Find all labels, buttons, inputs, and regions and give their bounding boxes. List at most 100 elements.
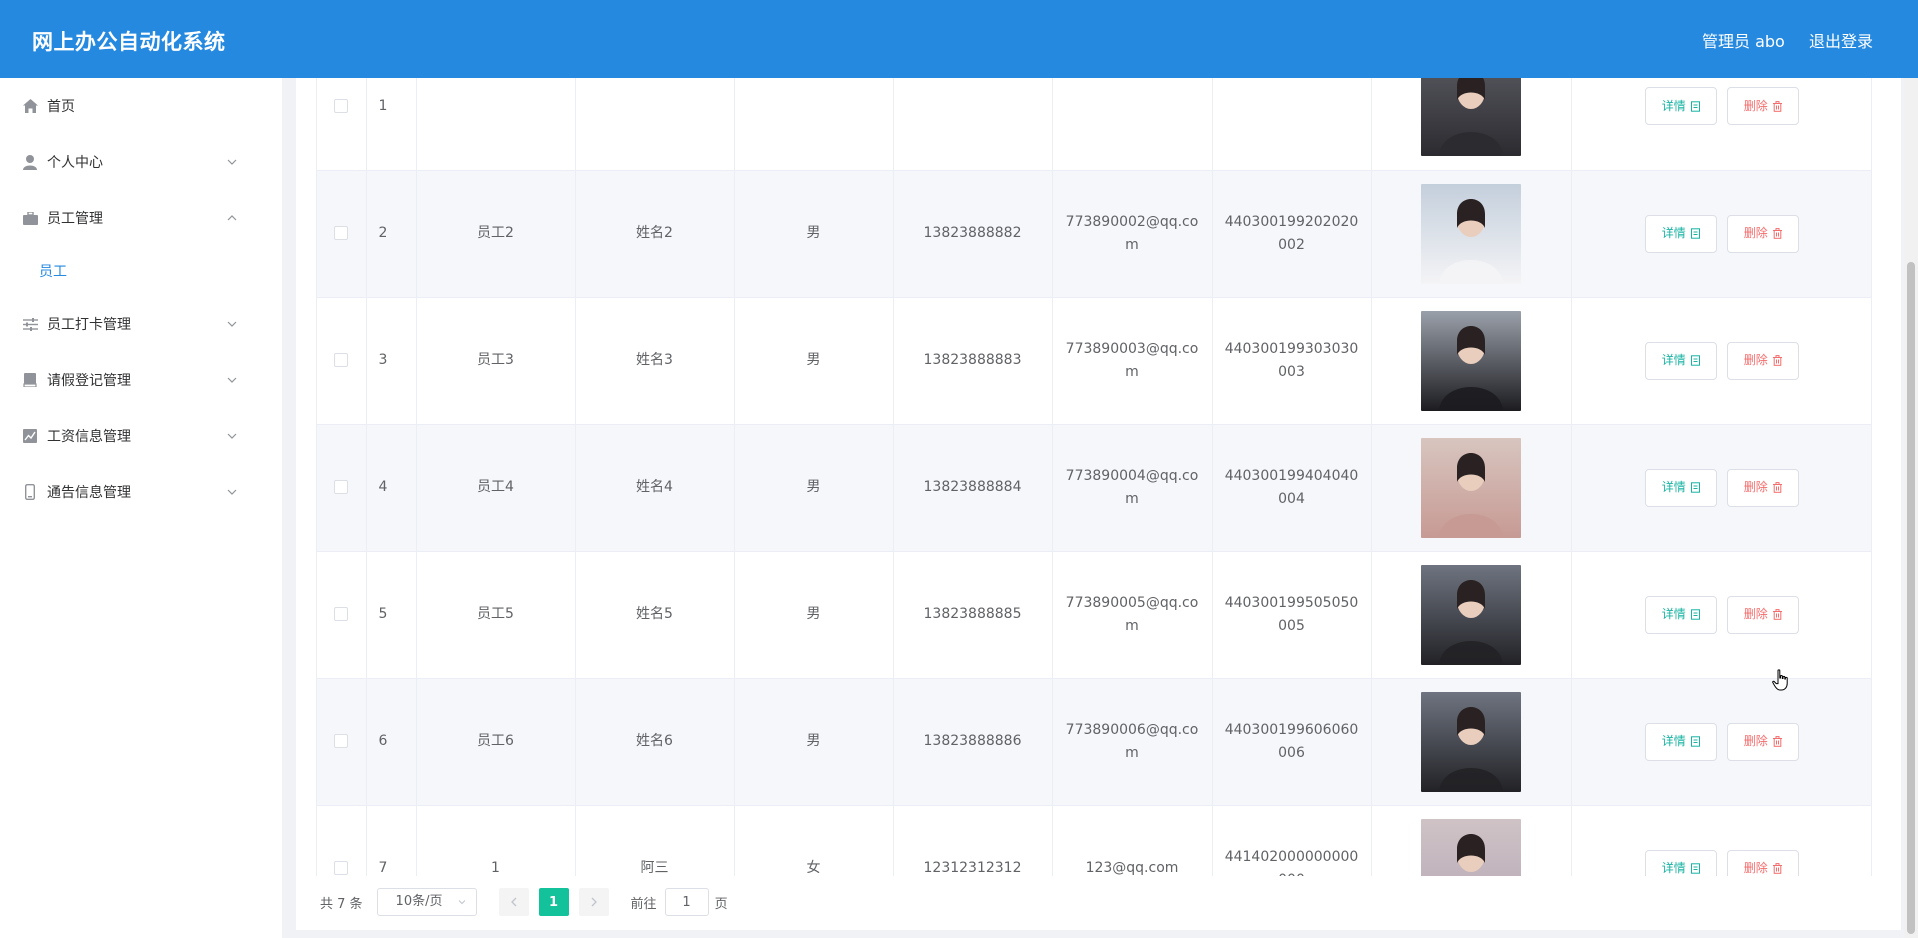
page-size-select[interactable]: 10条/页: [376, 888, 477, 916]
sidebar-item-attendance-management[interactable]: 员工打卡管理: [0, 296, 282, 352]
employee-number-cell: 员工3: [416, 297, 576, 425]
id-card-cell: 440300199303030003: [1212, 297, 1372, 425]
sliders-icon: [22, 316, 38, 332]
row-select-cell: [317, 551, 367, 679]
trash-icon: [1772, 228, 1782, 239]
scrollbar-thumb[interactable]: [1907, 262, 1915, 934]
goto-page-input[interactable]: [664, 888, 709, 916]
delete-button[interactable]: 删除: [1727, 722, 1800, 761]
row-checkbox[interactable]: [334, 607, 349, 621]
row-checkbox[interactable]: [334, 861, 349, 875]
row-checkbox[interactable]: [334, 734, 349, 748]
page-number[interactable]: 1: [538, 888, 569, 916]
detail-button[interactable]: 详情: [1645, 341, 1718, 380]
trash-icon: [1772, 482, 1782, 493]
sidebar: 首页 个人中心 员工管理 员工 员工打卡管理 请假登记管理: [0, 78, 282, 938]
photo-cell: [1371, 424, 1572, 552]
sidebar-item-leave-management[interactable]: 请假登记管理: [0, 352, 282, 408]
photo-cell: [1371, 170, 1572, 298]
delete-button[interactable]: 删除: [1727, 214, 1800, 253]
sidebar-subitem-employee[interactable]: 员工: [0, 246, 282, 296]
detail-button[interactable]: 详情: [1645, 849, 1718, 876]
delete-button[interactable]: 删除: [1727, 468, 1800, 507]
detail-button[interactable]: 详情: [1645, 595, 1718, 634]
table-row: 2 员工2 姓名2 男 13823888882 773890002@qq.com 44030…: [317, 170, 1871, 298]
detail-button[interactable]: 详情: [1645, 722, 1718, 761]
content-panel: 1 详情 删除 2 员工2 姓名2 男 13823888882 773890002@qq.com…: [296, 78, 1901, 930]
table-row: 7 1 阿三女 12312312312 123@qq.com 44140200000000…: [317, 805, 1871, 876]
index-cell: 5: [366, 551, 417, 679]
logout-link[interactable]: 退出登录: [1809, 32, 1874, 51]
sidebar-item-salary-management[interactable]: 工资信息管理: [0, 408, 282, 464]
phone-cell: 13823888882: [893, 170, 1053, 298]
delete-button[interactable]: 删除: [1727, 849, 1800, 876]
sidebar-item-label: 员工管理: [47, 211, 103, 227]
delete-button-label: 删除: [1743, 98, 1768, 113]
detail-button[interactable]: 详情: [1645, 468, 1718, 507]
phone-cell: 12312312312: [893, 805, 1053, 876]
document-icon: [1690, 609, 1700, 620]
trash-icon: [1772, 863, 1782, 874]
actions-cell: 详情 删除: [1571, 297, 1871, 425]
delete-button-label: 删除: [1743, 734, 1768, 748]
sidebar-item-notice-management[interactable]: 通告信息管理: [0, 464, 282, 520]
delete-button-label: 删除: [1743, 861, 1768, 875]
row-checkbox[interactable]: [334, 98, 349, 113]
page-scrollbar[interactable]: [1904, 78, 1918, 938]
row-checkbox[interactable]: [334, 480, 349, 494]
table-row: 5 员工5 姓名5 男 13823888885 773890005@qq.com 44030…: [317, 551, 1871, 679]
row-checkbox[interactable]: [334, 226, 349, 240]
document-icon: [1690, 736, 1700, 747]
index-cell: 6: [366, 678, 417, 806]
prev-page-button[interactable]: [498, 888, 529, 916]
row-select-cell: [317, 297, 367, 425]
photo-cell: [1371, 551, 1572, 679]
phone-cell: 13823888886: [893, 678, 1053, 806]
goto-label: 前往: [630, 896, 657, 912]
row-select-cell: [317, 78, 367, 171]
detail-button-label: 详情: [1661, 861, 1686, 875]
phone-icon: [22, 484, 38, 500]
actions-cell: 详情 删除: [1571, 170, 1871, 298]
row-select-cell: [317, 424, 367, 552]
employee-number-cell: 1: [416, 805, 576, 876]
photo-cell: [1371, 297, 1572, 425]
document-icon: [1690, 228, 1700, 239]
sidebar-item-home[interactable]: 首页: [0, 78, 282, 134]
employee-table: 1 详情 删除 2 员工2 姓名2 男 13823888882 773890002@qq.com…: [316, 78, 1872, 876]
photo-cell: [1371, 78, 1572, 171]
sidebar-item-label: 请假登记管理: [47, 373, 131, 389]
delete-button[interactable]: 删除: [1727, 87, 1800, 126]
sidebar-item-profile[interactable]: 个人中心: [0, 134, 282, 190]
id-card-cell: 441402000000000000: [1212, 805, 1372, 876]
row-select-cell: [317, 805, 367, 876]
phone-cell: 13823888884: [893, 424, 1053, 552]
employee-name-cell: 姓名2: [575, 170, 735, 298]
employee-name-cell: 姓名3: [575, 297, 735, 425]
employee-number-cell: 员工6: [416, 678, 576, 806]
delete-button[interactable]: 删除: [1727, 595, 1800, 634]
document-icon: [1690, 863, 1700, 874]
detail-button[interactable]: 详情: [1645, 87, 1718, 126]
page-size-value: 10条/页: [395, 894, 443, 909]
employee-number-cell: 员工4: [416, 424, 576, 552]
index-cell: 2: [366, 170, 417, 298]
delete-button-label: 删除: [1743, 480, 1768, 494]
employee-photo: [1421, 564, 1521, 665]
actions-cell: 详情 删除: [1571, 78, 1871, 171]
gender-cell: 男: [734, 297, 894, 425]
document-icon: [1690, 482, 1700, 493]
detail-button[interactable]: 详情: [1645, 214, 1718, 253]
actions-cell: 详情 删除: [1571, 551, 1871, 679]
row-checkbox[interactable]: [334, 353, 349, 367]
sidebar-item-employee-management[interactable]: 员工管理: [0, 190, 282, 246]
id-card-cell: 440300199505050005: [1212, 551, 1372, 679]
email-cell: 123@qq.com: [1052, 805, 1213, 876]
employee-photo: [1421, 818, 1521, 876]
email-cell: 773890002@qq.com: [1052, 170, 1213, 298]
chart-icon: [22, 428, 38, 444]
next-page-button[interactable]: [578, 888, 609, 916]
document-icon: [1690, 101, 1700, 112]
delete-button[interactable]: 删除: [1727, 341, 1800, 380]
chevron-down-icon: [458, 900, 465, 905]
